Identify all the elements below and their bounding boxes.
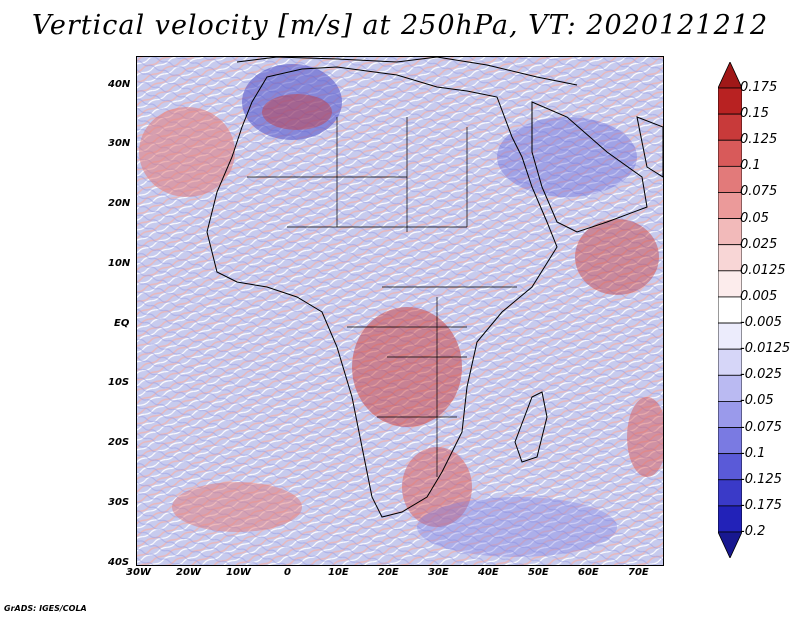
x-tick: 10E	[328, 567, 349, 578]
blob-south-red	[402, 447, 472, 527]
colorbar-swatch	[718, 87, 742, 115]
colorbar-label: -0.005	[740, 315, 782, 331]
colorbar-label: 0.005	[740, 288, 778, 304]
blob-northwest-blue	[242, 64, 342, 140]
x-tick: 20E	[378, 567, 399, 578]
africa-coastline	[206, 66, 558, 518]
colorbar-swatch	[718, 401, 742, 428]
colorbar-label: -0.175	[740, 497, 782, 513]
arabia-outline	[531, 101, 648, 233]
colorbar-label: 0.0125	[740, 262, 786, 278]
colorbar-label: -0.075	[740, 419, 782, 435]
colorbar-swatch	[718, 453, 742, 481]
colorbar-bottom-triangle	[718, 531, 742, 558]
chart-title: Vertical velocity [m/s] at 250hPa, VT: 2…	[31, 10, 769, 41]
x-tick: 0	[284, 567, 291, 578]
colorbar-swatch	[718, 296, 742, 324]
colorbar-swatch	[718, 374, 742, 402]
y-tick: 30S	[108, 497, 130, 508]
colorbar-label: 0.1	[740, 158, 761, 174]
x-tick: 30W	[126, 567, 151, 578]
x-tick: 70E	[628, 567, 649, 578]
colorbar-label: -0.2	[740, 524, 766, 539]
colorbar-top-triangle	[718, 62, 742, 89]
y-tick: 10N	[108, 258, 131, 269]
x-tick: 50E	[528, 567, 549, 578]
colorbar-label: 0.15	[740, 106, 769, 122]
colorbar-label: -0.025	[740, 367, 782, 383]
x-tick: 30E	[428, 567, 449, 578]
colorbar-swatch	[718, 270, 742, 298]
colorbar-swatch	[718, 113, 742, 141]
colorbar-swatch	[718, 479, 742, 507]
blob-congo-red	[352, 307, 462, 427]
footer-credit: GrADS: IGES/COLA	[4, 604, 87, 613]
colorbar-label: -0.05	[740, 393, 774, 409]
colorbar	[718, 62, 742, 558]
x-tick: 20W	[176, 567, 201, 578]
y-tick: EQ	[114, 318, 130, 329]
colorbar-swatch	[718, 165, 742, 193]
y-tick: 10S	[108, 377, 130, 388]
india-outline	[636, 116, 663, 178]
colorbar-label: 0.075	[740, 184, 778, 200]
colorbar-label: -0.0125	[740, 341, 791, 357]
blob-indian-red	[575, 219, 659, 295]
colorbar-label: -0.1	[740, 445, 766, 461]
blob-southeast-red	[627, 397, 663, 477]
x-tick: 60E	[578, 567, 599, 578]
x-tick: 40E	[478, 567, 499, 578]
colorbar-label: 0.175	[740, 80, 778, 95]
y-tick: 20S	[108, 437, 130, 448]
map-canvas	[137, 57, 663, 565]
europe-outline	[236, 57, 578, 86]
blob-southwest-red	[172, 482, 302, 532]
colorbar-label: 0.05	[740, 210, 769, 226]
colorbar-label: 0.025	[740, 236, 778, 252]
y-tick: 40S	[108, 557, 130, 568]
blob-east-blue	[497, 117, 637, 197]
y-tick: 30N	[108, 138, 131, 149]
colorbar-swatch	[718, 244, 742, 272]
colorbar-swatch	[718, 322, 742, 350]
y-tick: 40N	[108, 79, 131, 90]
blob-south-blue	[417, 497, 617, 557]
velocity-map	[136, 56, 664, 566]
country-borders	[247, 117, 517, 477]
colorbar-swatch	[718, 505, 742, 533]
colorbar-swatch	[718, 139, 742, 167]
x-tick: 10W	[226, 567, 251, 578]
colorbar-swatch	[718, 192, 742, 219]
colorbar-label: -0.125	[740, 471, 782, 487]
madagascar-outline	[514, 391, 548, 463]
colorbar-swatch	[718, 427, 742, 455]
colorbar-swatch	[718, 218, 742, 246]
blob-atlantic-red	[139, 107, 235, 197]
y-tick: 20N	[108, 198, 131, 209]
colorbar-label: 0.125	[740, 132, 778, 148]
colorbar-swatch	[718, 348, 742, 376]
blob-northwest-red	[262, 94, 332, 130]
